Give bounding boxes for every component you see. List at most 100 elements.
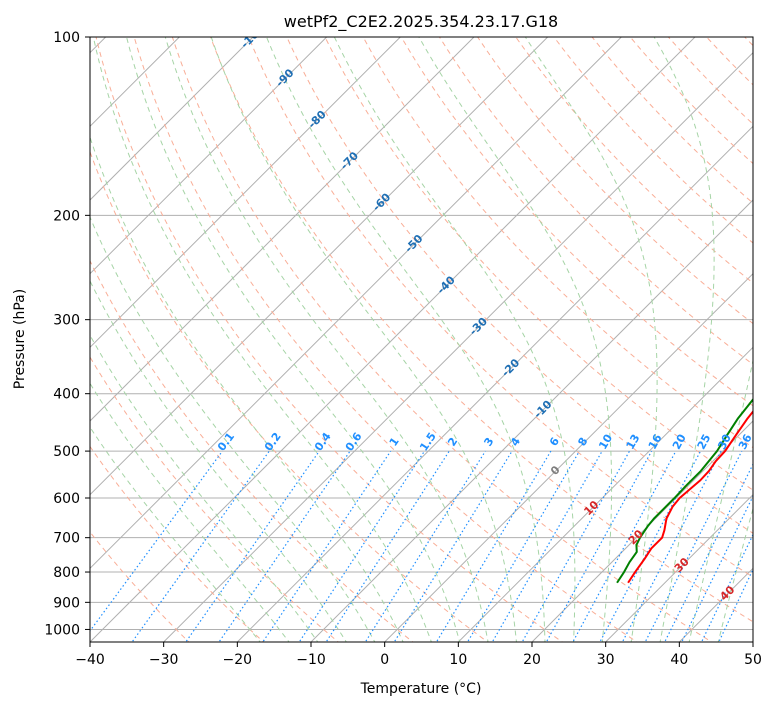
moist-adiabat-line xyxy=(653,37,715,642)
mixing-ratio-label: 0.2 xyxy=(262,430,284,453)
dry-adiabat-line xyxy=(286,37,753,534)
y-tick-label: 700 xyxy=(53,531,80,547)
dry-adiabat-line xyxy=(770,24,775,645)
mixing-ratio-line xyxy=(545,450,653,642)
mixing-ratio-line xyxy=(218,450,351,642)
x-tick-label: 20 xyxy=(523,652,541,668)
dry-adiabat-line xyxy=(438,37,753,366)
mixing-ratio-label: 25 xyxy=(695,432,714,452)
mixing-ratio-label: 1 xyxy=(387,435,402,449)
y-tick-label: 900 xyxy=(53,595,80,611)
x-axis: −40 −30 −20 −10 0 10 20 30 40 50 xyxy=(75,642,762,668)
chart-title: wetPf2_C2E2.2025.354.23.17.G18 xyxy=(284,12,558,32)
y-axis: 100 200 300 400 500 600 700 800 900 1000 xyxy=(44,30,90,638)
dry-adiabat-line xyxy=(744,37,753,47)
mixing-ratio-label: 10 xyxy=(596,432,615,452)
dry-adiabat-line xyxy=(400,37,753,407)
dry-adiabat-line xyxy=(362,37,753,449)
x-tick-label: −40 xyxy=(75,652,105,668)
isotherm-line xyxy=(90,37,254,201)
moist-adiabat-line xyxy=(688,358,753,642)
isotherm-line xyxy=(90,37,401,349)
mixing-ratio-label: 1.5 xyxy=(417,430,439,453)
y-tick-label: 800 xyxy=(53,565,80,581)
y-tick-label: 200 xyxy=(53,208,80,224)
x-tick-label: −30 xyxy=(149,652,179,668)
isotherm-line xyxy=(90,37,328,275)
x-tick-label: 0 xyxy=(380,652,389,668)
moist-adiabat-line xyxy=(90,426,261,642)
y-axis-title: Pressure (hPa) xyxy=(12,289,28,389)
y-tick-label: 600 xyxy=(53,491,80,507)
mixing-ratio-line xyxy=(435,450,552,642)
dry-adiabat-line xyxy=(90,150,489,642)
mixing-ratio-label: 2 xyxy=(445,435,460,449)
x-tick-label: 10 xyxy=(449,652,467,668)
moist-adiabat-line xyxy=(333,37,576,642)
profiles xyxy=(616,397,753,584)
isotherm-line xyxy=(531,420,753,642)
mixing-ratio-line xyxy=(185,450,320,642)
isotherm-line xyxy=(90,37,696,642)
isotherm-line xyxy=(163,51,753,642)
mixing-ratio-line xyxy=(644,450,743,642)
dry-adiabat-line xyxy=(629,37,753,165)
isotherm-line xyxy=(457,346,753,642)
mixing-ratio-label: 20 xyxy=(670,432,689,452)
dry-adiabat-line xyxy=(324,37,753,491)
dry-adiabat-line xyxy=(90,531,190,642)
mixing-ratio-line xyxy=(298,450,425,642)
x-axis-title: Temperature (°C) xyxy=(360,681,482,697)
moist-adiabat-line xyxy=(90,334,319,642)
dry-adiabat-line xyxy=(248,37,753,578)
mixing-ratio-line xyxy=(572,450,677,642)
isotherm-line xyxy=(90,37,549,496)
plot-frame xyxy=(89,36,754,643)
isotherm-line xyxy=(605,493,753,642)
moist-adiabat-line xyxy=(418,37,613,642)
isotherm-line xyxy=(752,641,753,642)
moist-adiabat-line xyxy=(210,37,517,642)
dry-adiabat-line xyxy=(591,37,753,204)
mixing-ratio-line xyxy=(90,450,223,632)
dry-adiabat-line xyxy=(133,37,638,642)
moist-adiabat-line xyxy=(717,506,753,642)
isotherm-line xyxy=(90,37,475,422)
dry-adiabat-line xyxy=(209,37,753,623)
temperature-profile-line xyxy=(627,409,753,584)
moist-adiabat-line xyxy=(126,37,461,642)
dry-adiabat-line xyxy=(90,445,265,642)
isotherm-line xyxy=(90,37,622,570)
isotherm-line xyxy=(236,125,753,642)
mixing-ratio-label: 13 xyxy=(624,432,643,452)
mixing-ratio-label: 30 xyxy=(715,432,734,452)
annotations: 0.1 0.2 0.4 0.6 1 1.5 2 3 4 6 8 10 13 16 20 25 30 36-100-… xyxy=(215,37,753,603)
moist-adiabat-line xyxy=(90,215,376,642)
mixing-ratio-line xyxy=(599,450,702,642)
x-tick-label: 30 xyxy=(597,652,615,668)
y-tick-label: 100 xyxy=(53,30,80,46)
y-tick-label: 1000 xyxy=(44,622,80,638)
x-tick-label: −20 xyxy=(223,652,253,668)
dry-adiabat-line xyxy=(95,37,564,642)
moist-adiabat-line xyxy=(90,382,290,642)
mixing-ratio-label: 16 xyxy=(646,432,665,452)
dry-adiabat-line xyxy=(515,37,753,284)
dewpoint-profile-line xyxy=(616,397,753,584)
moist-adiabat-label: 10 xyxy=(581,498,601,518)
background-lines xyxy=(90,24,775,645)
mixing-ratio-label: 0.1 xyxy=(215,430,237,453)
x-tick-label: 50 xyxy=(744,652,762,668)
moist-adiabat-line xyxy=(266,37,546,642)
x-tick-label: −10 xyxy=(296,652,326,668)
mixing-ratio-line xyxy=(718,567,753,642)
mixing-ratio-line xyxy=(393,450,513,642)
moist-adiabat-line xyxy=(92,37,432,642)
mixing-ratio-line xyxy=(325,450,450,642)
moist-adiabat-line xyxy=(164,37,489,642)
mixing-ratio-line xyxy=(262,450,392,642)
mixing-ratio-line xyxy=(466,450,580,642)
dry-adiabat-line xyxy=(90,259,414,642)
isotherm-line xyxy=(384,272,753,642)
